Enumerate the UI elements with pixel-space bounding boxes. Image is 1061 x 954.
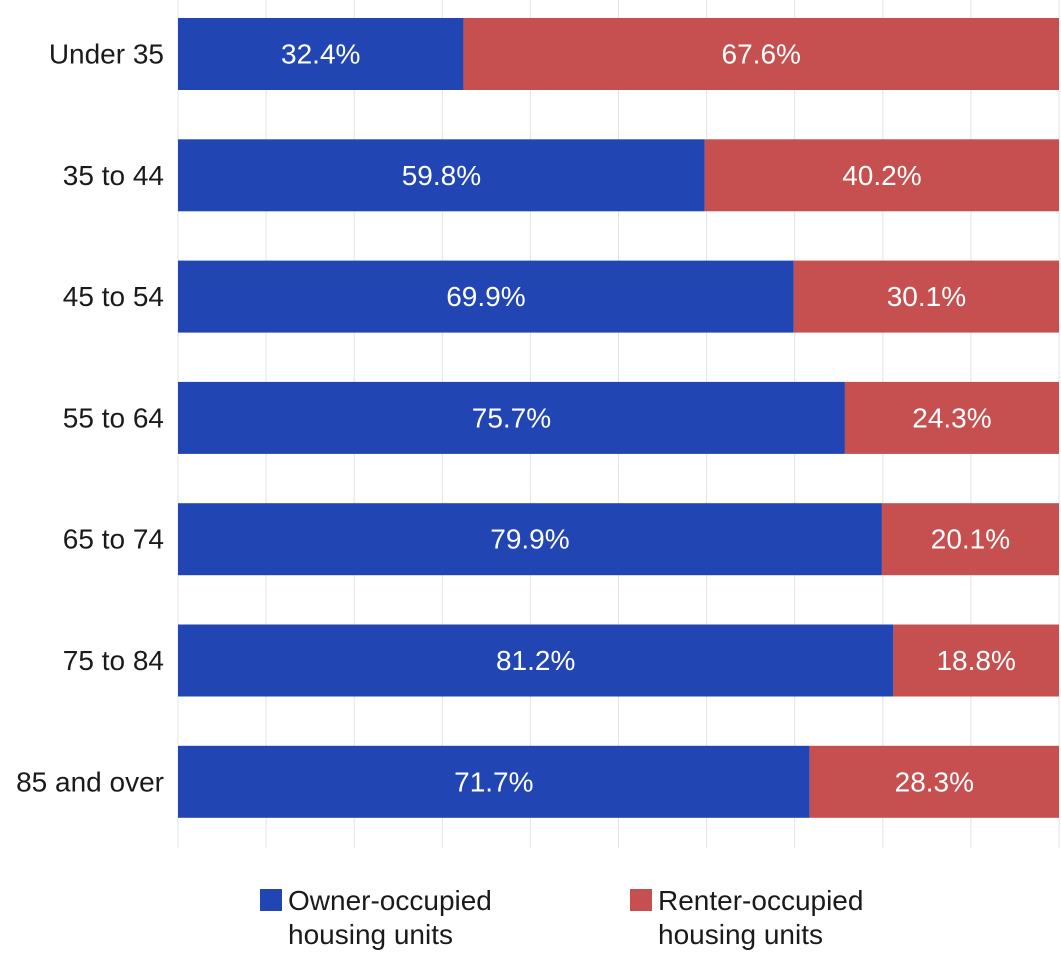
bar-renter <box>793 260 1059 333</box>
data-label-renter: 20.1% <box>931 524 1010 555</box>
bar-owner <box>178 624 894 697</box>
category-label: Under 35 <box>49 39 164 70</box>
data-label-owner: 81.2% <box>496 645 575 676</box>
legend-swatch-renter <box>630 889 652 911</box>
bar-owner <box>178 139 705 212</box>
labels: Under 35 32.4% 67.6% 35 to 44 59.8% 40.2% 45 t… <box>16 39 1016 798</box>
legend-label-owner: Owner-occupied housing units <box>288 884 538 952</box>
data-label-renter: 28.3% <box>895 766 974 797</box>
legend-swatch-owner <box>260 889 282 911</box>
category-label: 85 and over <box>16 766 164 797</box>
bar-owner <box>178 745 810 818</box>
data-label-renter: 40.2% <box>842 160 921 191</box>
data-label-renter: 18.8% <box>936 645 1015 676</box>
stacked-bar-chart: Under 35 32.4% 67.6% 35 to 44 59.8% 40.2% 45 t… <box>16 0 1060 848</box>
data-label-renter: 24.3% <box>912 402 991 433</box>
bar-renter <box>704 139 1059 212</box>
data-label-renter: 30.1% <box>887 281 966 312</box>
legend-label-owner-line1: Owner-occupied <box>288 885 492 916</box>
category-label: 55 to 64 <box>63 402 164 433</box>
bar-renter <box>809 745 1059 818</box>
category-label: 35 to 44 <box>63 160 164 191</box>
data-label-owner: 69.9% <box>446 281 525 312</box>
bar-owner <box>178 18 464 90</box>
legend-label-renter-line1: Renter-occupied <box>658 885 864 916</box>
bar-owner <box>178 503 882 576</box>
data-label-owner: 71.7% <box>454 766 533 797</box>
category-label: 75 to 84 <box>63 645 164 676</box>
legend-label-renter-line2: housing units <box>658 919 824 950</box>
data-label-owner: 32.4% <box>281 39 360 70</box>
category-label: 45 to 54 <box>63 281 164 312</box>
data-label-owner: 59.8% <box>402 160 481 191</box>
data-label-owner: 79.9% <box>490 524 569 555</box>
data-label-owner: 75.7% <box>472 402 551 433</box>
legend-label-renter: Renter-occupied housing units <box>658 884 908 952</box>
data-label-renter: 67.6% <box>722 39 801 70</box>
bar-renter <box>844 381 1059 454</box>
bar-renter <box>463 18 1060 90</box>
category-label: 65 to 74 <box>63 524 164 555</box>
bar-owner <box>178 381 845 454</box>
bars <box>178 18 1060 818</box>
bar-renter <box>893 624 1059 697</box>
legend-owner: Owner-occupied housing units <box>260 884 538 952</box>
legend-label-owner-line2: housing units <box>288 919 454 950</box>
legend-renter: Renter-occupied housing units <box>630 884 908 952</box>
bar-owner <box>178 260 794 333</box>
bar-renter <box>881 503 1059 576</box>
